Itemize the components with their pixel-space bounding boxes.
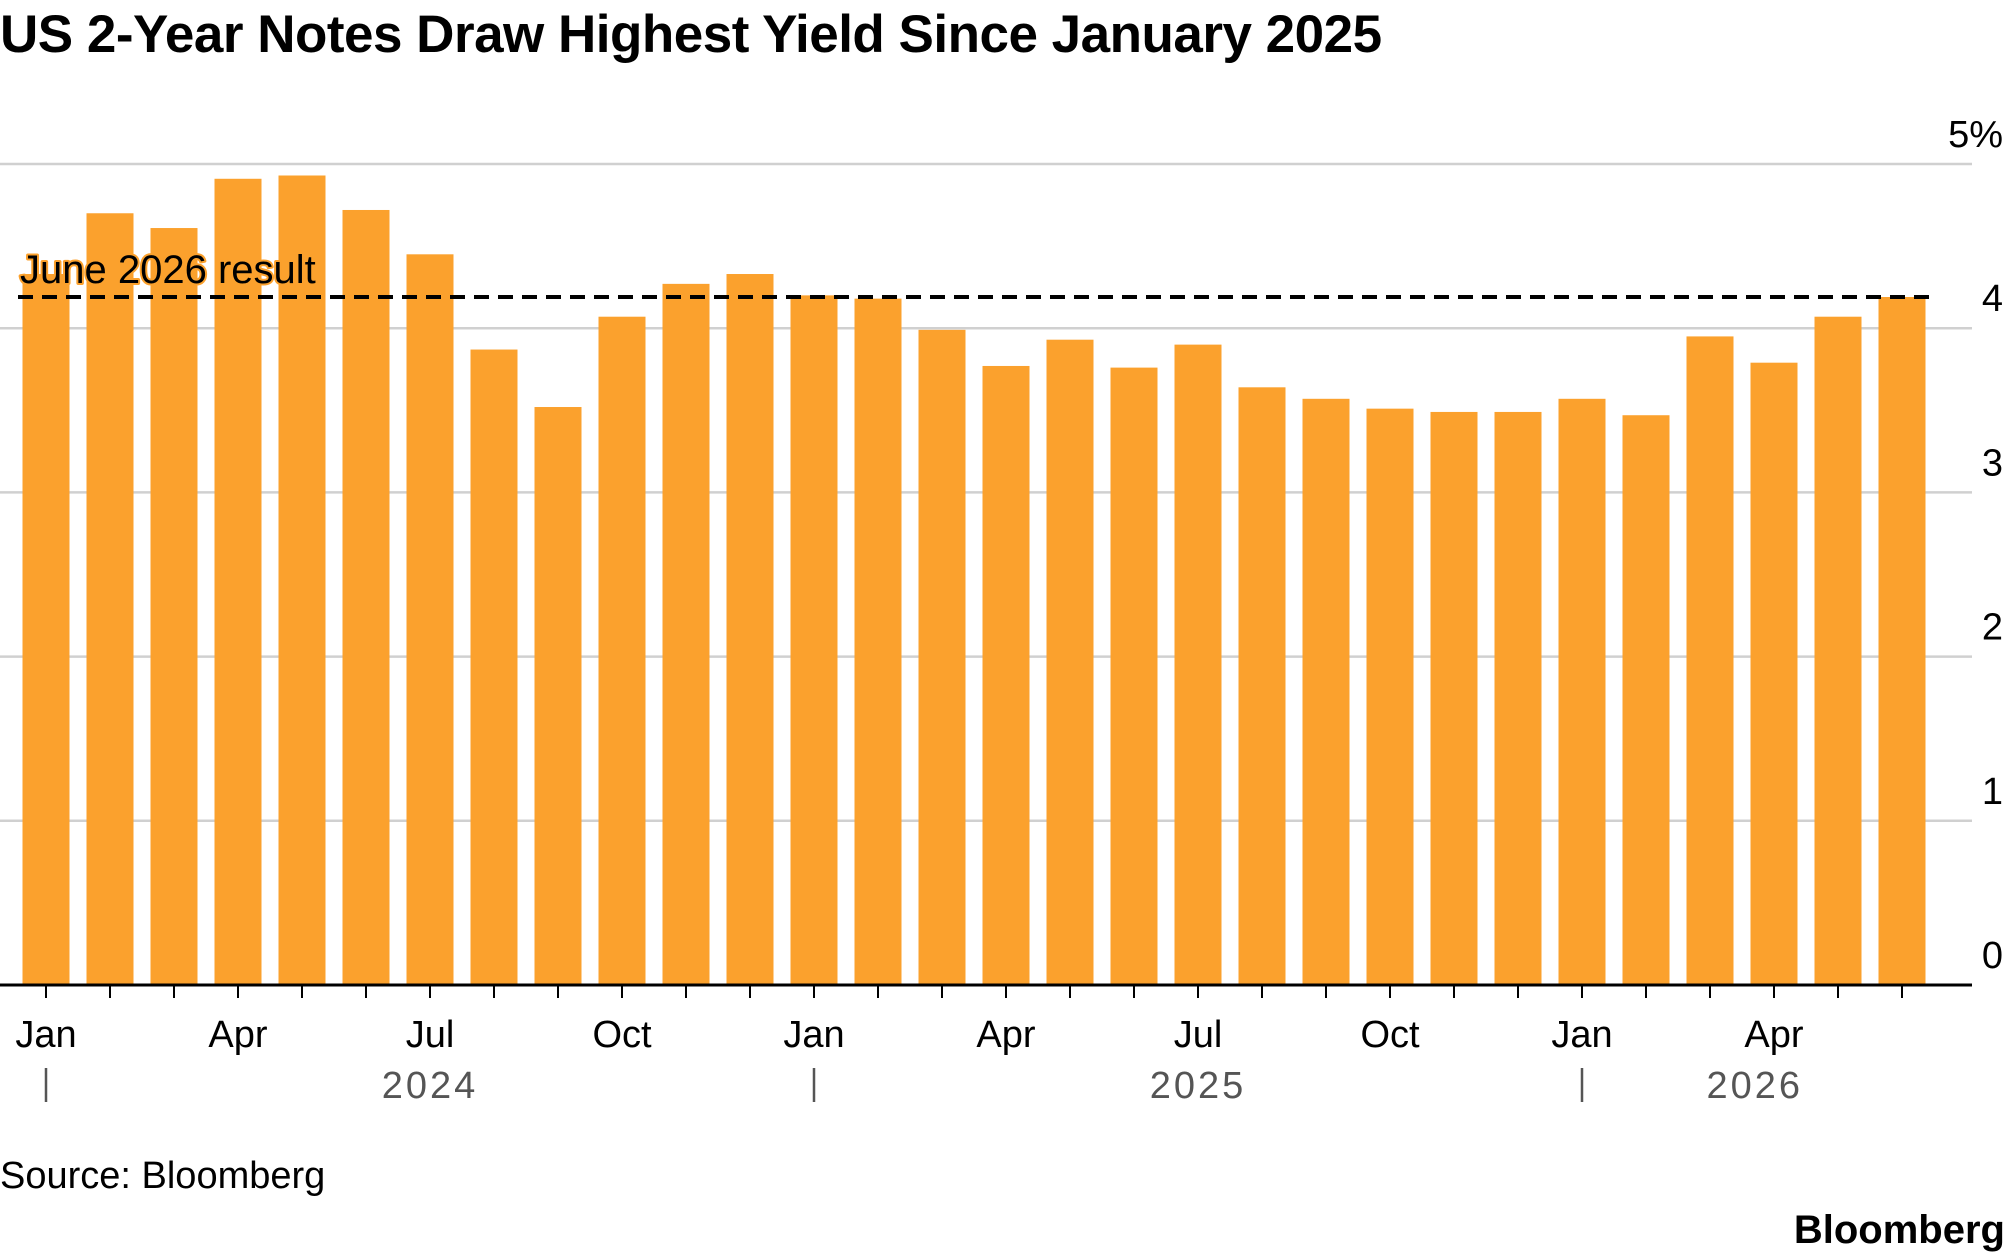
x-tick-label: Jan: [15, 1014, 76, 1056]
bar: [790, 295, 838, 985]
bar: [1686, 336, 1734, 985]
bar: [1110, 367, 1158, 985]
bar-series: [22, 175, 1926, 986]
bar: [1622, 415, 1670, 985]
bar: [1558, 398, 1606, 985]
bar: [278, 175, 326, 985]
bar: [1046, 339, 1094, 986]
x-tick-label: Oct: [592, 1014, 652, 1056]
bar: [1750, 362, 1798, 985]
y-tick-label: 2: [1982, 607, 2003, 649]
y-tick-label: 1: [1982, 771, 2003, 813]
bar: [982, 365, 1030, 985]
y-axis-labels: 0 1 2 3 4 5%: [1948, 114, 2003, 977]
bar: [1238, 387, 1286, 985]
y-tick-label: 0: [1982, 935, 2003, 977]
bar: [598, 316, 646, 985]
bar: [1174, 344, 1222, 985]
x-tick-label: Jan: [1551, 1014, 1612, 1056]
source-note: Source: Bloomberg: [0, 1155, 326, 1197]
reference-line-label: June 2026 result: [20, 248, 316, 292]
y-tick-label: 4: [1982, 278, 2003, 320]
bar: [726, 274, 774, 985]
x-tick-label: Apr: [208, 1014, 267, 1056]
bar: [854, 298, 902, 985]
year-label: 2025: [1150, 1065, 1247, 1107]
bar: [470, 349, 518, 985]
x-tick-label: Apr: [976, 1014, 1035, 1056]
bar: [214, 178, 262, 985]
bar: [534, 407, 582, 985]
bar: [1430, 411, 1478, 985]
reference-line-group: June 2026 result: [18, 246, 1935, 300]
x-tick-label: Jul: [1174, 1014, 1223, 1056]
bar: [22, 274, 70, 985]
bar: [1878, 297, 1926, 985]
bar: [1302, 398, 1350, 985]
bar: [1366, 408, 1414, 986]
bar: [86, 213, 134, 985]
y-tick-label: 5%: [1948, 114, 2003, 156]
bloomberg-logo: Bloomberg: [1793, 1208, 2005, 1252]
x-tick-label: Oct: [1360, 1014, 1420, 1056]
chart-title: US 2-Year Notes Draw Highest Yield Since…: [0, 5, 1382, 64]
y-tick-label: 3: [1982, 442, 2003, 484]
x-axis: Jan Apr Jul Oct Jan Apr Jul Oct Jan Apr 2024 2025 20…: [0, 983, 1972, 1107]
bar: [342, 209, 390, 985]
bar: [1494, 411, 1542, 985]
bar: [662, 283, 710, 986]
x-tick-label: Jul: [406, 1014, 455, 1056]
year-label: 2026: [1707, 1065, 1804, 1107]
x-tick-label: Apr: [1744, 1014, 1803, 1056]
bar: [918, 329, 966, 985]
year-label: 2024: [382, 1065, 479, 1107]
bar: [1814, 316, 1862, 985]
x-tick-label: Jan: [783, 1014, 844, 1056]
bar: [150, 228, 198, 986]
bar: [406, 254, 454, 985]
